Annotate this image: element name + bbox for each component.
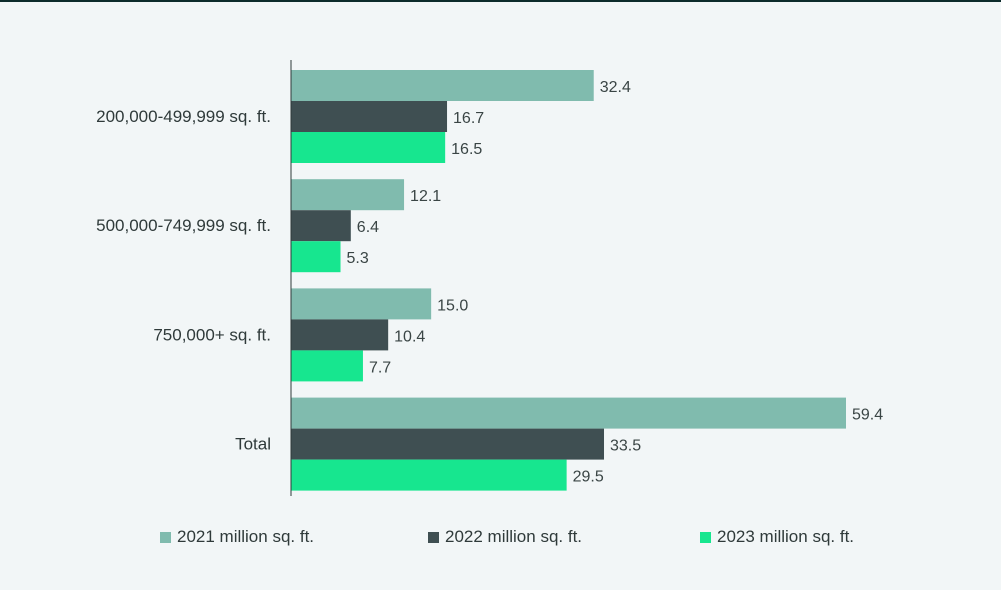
legend-swatch-2023 bbox=[700, 531, 711, 543]
bar-2 bbox=[291, 101, 448, 132]
labels-layer: 200,000-499,999 sq. ft. 32.4 16.7 16.5 500,0… bbox=[96, 79, 883, 486]
data-label: 15.0 bbox=[437, 297, 468, 314]
data-label: 33.5 bbox=[610, 438, 641, 455]
legend-swatch-2022 bbox=[428, 531, 439, 543]
data-label: 6.4 bbox=[357, 219, 379, 236]
bar-1 bbox=[291, 288, 432, 320]
bar-3 bbox=[291, 459, 567, 491]
bar-3 bbox=[291, 241, 341, 273]
data-label: 5.3 bbox=[347, 250, 369, 267]
category-label: Total bbox=[235, 435, 271, 454]
legend-item-2023: 2023 million sq. ft. bbox=[700, 525, 854, 549]
data-label: 29.5 bbox=[573, 469, 604, 486]
bar-2 bbox=[291, 319, 389, 351]
data-label: 32.4 bbox=[600, 79, 631, 96]
data-label: 59.4 bbox=[852, 407, 883, 424]
data-label: 12.1 bbox=[410, 188, 441, 205]
category-label: 200,000-499,999 sq. ft. bbox=[96, 107, 271, 126]
bar-1 bbox=[291, 397, 846, 429]
legend: 2021 million sq. ft. 2022 million sq. ft… bbox=[0, 525, 1001, 549]
legend-label-2023: 2023 million sq. ft. bbox=[717, 527, 855, 546]
legend-label-2022: 2022 million sq. ft. bbox=[445, 527, 583, 546]
category-label: 500,000-749,999 sq. ft. bbox=[96, 216, 271, 235]
legend-label-2021: 2021 million sq. ft. bbox=[177, 527, 315, 546]
legend-swatch-2021 bbox=[160, 531, 171, 543]
bar-3 bbox=[291, 350, 363, 382]
data-label: 7.7 bbox=[369, 359, 391, 376]
bar-1 bbox=[291, 70, 594, 101]
bar-3 bbox=[291, 132, 446, 163]
bar-2 bbox=[291, 428, 605, 460]
bars-layer bbox=[291, 70, 846, 491]
data-label: 16.5 bbox=[451, 141, 482, 158]
data-label: 10.4 bbox=[394, 328, 425, 345]
legend-item-2022: 2022 million sq. ft. bbox=[428, 525, 582, 549]
bar-1 bbox=[291, 179, 405, 211]
data-label: 16.7 bbox=[453, 110, 484, 127]
legend-item-2021: 2021 million sq. ft. bbox=[160, 525, 314, 549]
category-label: 750,000+ sq. ft. bbox=[153, 325, 271, 344]
bar-2 bbox=[291, 210, 351, 242]
